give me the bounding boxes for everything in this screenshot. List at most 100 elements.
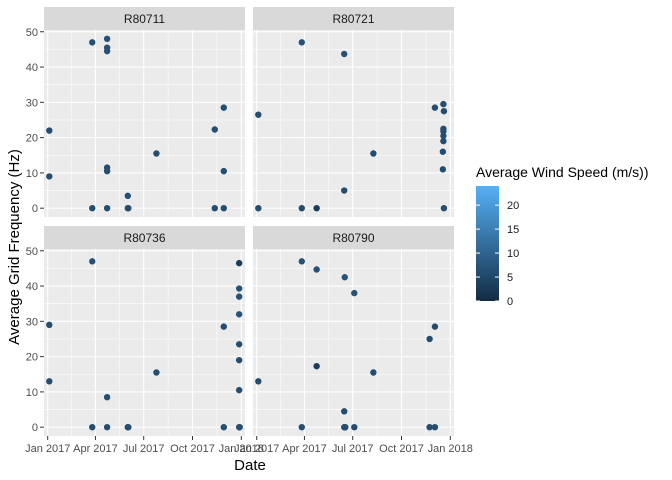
- facet-strip: [44, 7, 245, 30]
- facet-panel: R80736 0 10 20 30 40 50 Jan 2017 Apr 2017 Jul 201…: [25, 226, 264, 455]
- data-point: [370, 150, 377, 157]
- color-legend: Average Wind Speed (m/s)) 0 5 10 15 20: [476, 164, 648, 308]
- data-point: [313, 362, 320, 370]
- y-tick-label: 40: [26, 281, 38, 293]
- y-tick-label: 10: [26, 168, 38, 180]
- y-tick-label: 30: [26, 316, 38, 328]
- data-point: [235, 259, 243, 267]
- data-point: [431, 423, 439, 431]
- data-point: [255, 204, 262, 212]
- y-axis-title: Average Grid Frequency (Hz): [6, 149, 23, 345]
- data-point: [440, 137, 447, 145]
- facet-strip-label: R80711: [124, 12, 165, 26]
- x-tick-label: Jan 2018: [428, 443, 473, 455]
- facet-panel: R80790 Jan 2017 Apr 2017 Jul 2017 Oct 2017 Ja…: [234, 226, 473, 455]
- data-point: [440, 132, 447, 140]
- y-tick-label: 40: [26, 62, 38, 74]
- data-point: [220, 423, 227, 431]
- facet-strip-label: R80721: [332, 12, 374, 26]
- data-point: [235, 341, 243, 348]
- data-point: [103, 167, 111, 175]
- data-point: [298, 204, 305, 212]
- data-point: [341, 50, 348, 58]
- legend-color-bar: [476, 186, 499, 301]
- data-point: [89, 423, 96, 431]
- data-point: [220, 204, 227, 212]
- data-point: [298, 423, 305, 431]
- panel-background: [44, 249, 245, 436]
- data-point: [431, 104, 439, 111]
- data-point: [341, 408, 348, 415]
- x-tick-label: Apr 2017: [73, 443, 118, 455]
- data-point: [298, 258, 305, 265]
- legend-tick-label: 5: [507, 272, 513, 284]
- y-tick-label: 20: [26, 352, 38, 364]
- data-point: [220, 323, 227, 330]
- data-point: [351, 423, 358, 431]
- x-tick-label: Jan 2018: [219, 443, 264, 455]
- data-point: [440, 107, 448, 115]
- data-point: [46, 127, 53, 134]
- x-tick-label: Apr 2017: [282, 443, 327, 455]
- facet-strip: [253, 7, 454, 30]
- legend-tick-label: 20: [507, 200, 519, 212]
- data-point: [313, 204, 320, 212]
- facet-strip-label: R80790: [332, 231, 374, 245]
- data-point: [341, 274, 348, 281]
- y-tick-label: 50: [26, 246, 38, 258]
- facet-strip: [253, 226, 454, 249]
- legend-tick-label: 0: [507, 296, 513, 308]
- x-tick-label: Jul 2017: [123, 443, 165, 455]
- y-tick-label: 50: [26, 27, 38, 39]
- x-tick-label: Oct 2017: [379, 443, 424, 455]
- y-tick-label: 0: [32, 422, 38, 434]
- data-point: [426, 335, 433, 343]
- data-point: [235, 386, 243, 394]
- chart-panels: R80711 0 10 20 30 40 50 R80721 R80736 0 10 20 30 40 50…: [25, 7, 473, 455]
- y-tick-label: 10: [26, 387, 38, 399]
- data-point: [103, 393, 111, 401]
- data-point: [440, 100, 447, 108]
- data-point: [426, 423, 433, 431]
- data-point: [103, 423, 111, 431]
- data-point: [125, 204, 132, 212]
- panel-background: [44, 30, 245, 217]
- data-point: [89, 258, 96, 265]
- data-point: [103, 204, 111, 212]
- x-tick-label: Jul 2017: [332, 443, 374, 455]
- legend-tick-label: 10: [507, 248, 519, 260]
- data-point: [255, 111, 262, 118]
- data-point: [255, 378, 262, 385]
- legend-tick-label: 15: [507, 224, 519, 236]
- data-point: [341, 187, 348, 194]
- data-point: [220, 104, 227, 111]
- data-point: [236, 423, 243, 431]
- data-point: [153, 369, 160, 376]
- data-point: [440, 204, 448, 212]
- data-point: [235, 293, 243, 300]
- data-point: [125, 423, 132, 431]
- facet-panel: R80711 0 10 20 30 40 50: [26, 7, 245, 217]
- y-tick-label: 30: [26, 97, 38, 109]
- data-point: [439, 148, 447, 155]
- data-point: [46, 378, 53, 385]
- facet-strip-label: R80736: [123, 231, 165, 245]
- data-point: [370, 369, 377, 376]
- data-point: [89, 39, 96, 46]
- data-point: [89, 204, 96, 212]
- y-tick-label: 0: [32, 203, 38, 215]
- x-tick-label: Oct 2017: [170, 443, 215, 455]
- data-point: [211, 126, 218, 133]
- data-point: [220, 167, 227, 175]
- facet-panel: R80721: [253, 7, 454, 217]
- x-tick-label: Jan 2017: [234, 443, 279, 455]
- data-point: [46, 321, 53, 329]
- x-tick-label: Jan 2017: [25, 443, 70, 455]
- data-point: [439, 166, 447, 173]
- data-point: [103, 47, 111, 55]
- data-point: [211, 204, 218, 212]
- data-point: [46, 173, 53, 180]
- data-point: [298, 39, 305, 46]
- data-point: [235, 356, 243, 364]
- panel-background: [253, 30, 454, 217]
